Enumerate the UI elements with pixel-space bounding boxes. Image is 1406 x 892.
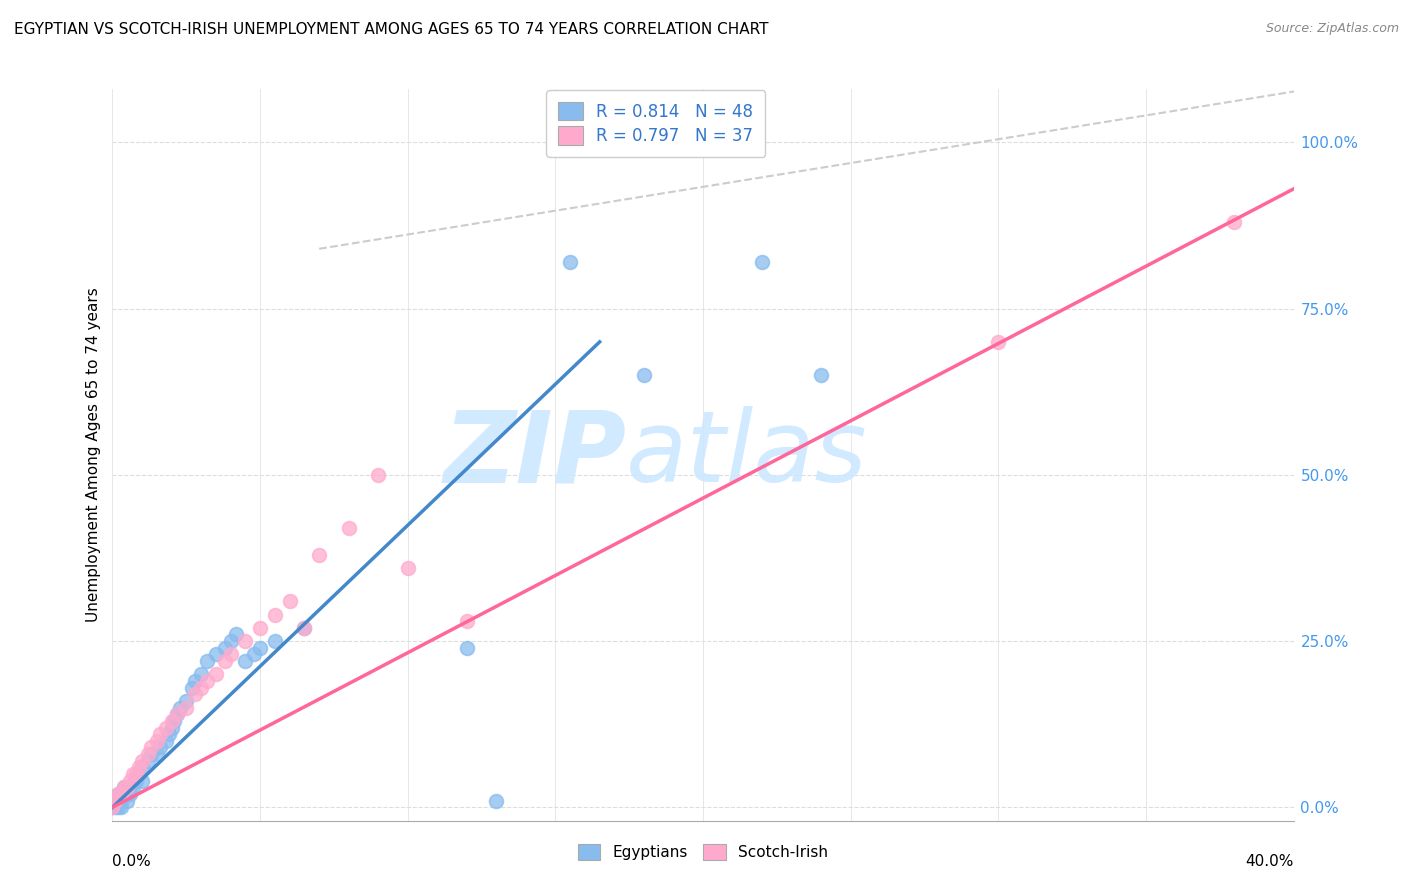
Point [101,800,124,814]
Point [149,740,172,755]
Point [117,787,138,801]
Point [112,780,135,795]
Point [195,654,218,668]
Point [122,767,145,781]
Text: 40.0%: 40.0% [1246,854,1294,869]
Point [249,621,271,635]
Point [139,747,162,761]
Point [125,767,148,781]
Point [233,634,256,648]
Point [233,654,256,668]
Point [219,634,242,648]
Point [558,255,582,269]
Point [139,740,162,755]
Point [184,673,207,688]
Point [396,561,419,575]
Point [120,773,142,788]
Point [136,754,159,768]
Point [249,640,271,655]
Point [205,648,228,662]
Point [174,694,197,708]
Point [104,794,127,808]
Point [292,621,315,635]
Point [107,787,129,801]
Point [181,681,204,695]
Point [104,800,127,814]
Point [110,787,132,801]
Point [174,700,197,714]
Point [190,667,212,681]
Y-axis label: Unemployment Among Ages 65 to 74 years: Unemployment Among Ages 65 to 74 years [86,287,101,623]
Point [149,727,172,741]
Point [225,627,247,641]
Point [987,334,1010,349]
Point [160,721,183,735]
Point [131,760,153,774]
Point [308,548,330,562]
Point [456,614,478,628]
Point [190,681,212,695]
Point [110,794,132,808]
Point [155,721,177,735]
Text: ZIP: ZIP [443,407,626,503]
Point [1223,215,1246,229]
Point [163,714,186,728]
Point [292,621,315,635]
Point [219,648,242,662]
Point [110,800,132,814]
Point [243,648,266,662]
Point [120,780,142,795]
Point [367,467,389,482]
Point [112,787,135,801]
Text: EGYPTIAN VS SCOTCH-IRISH UNEMPLOYMENT AMONG AGES 65 TO 74 YEARS CORRELATION CHAR: EGYPTIAN VS SCOTCH-IRISH UNEMPLOYMENT AM… [14,22,769,37]
Text: Source: ZipAtlas.com: Source: ZipAtlas.com [1265,22,1399,36]
Point [157,727,180,741]
Point [166,707,188,722]
Point [107,800,129,814]
Point [107,787,129,801]
Point [146,747,169,761]
Point [337,521,360,535]
Point [128,767,150,781]
Point [214,640,236,655]
Point [160,714,183,728]
Point [456,640,478,655]
Point [117,794,138,808]
Point [205,667,228,681]
Point [104,794,127,808]
Text: atlas: atlas [626,407,868,503]
Point [195,673,218,688]
Point [146,734,169,748]
Point [136,747,159,761]
Point [155,734,177,748]
Point [131,773,153,788]
Point [184,687,207,701]
Point [131,754,153,768]
Point [810,368,832,383]
Point [485,794,508,808]
Point [751,255,773,269]
Point [125,773,148,788]
Point [278,594,301,608]
Point [128,760,150,774]
Point [117,780,138,795]
Point [214,654,236,668]
Point [166,707,188,722]
Legend: Egyptians, Scotch-Irish: Egyptians, Scotch-Irish [569,836,837,868]
Point [122,780,145,795]
Point [112,780,135,795]
Point [101,800,124,814]
Point [264,634,287,648]
Point [169,700,191,714]
Point [633,368,655,383]
Point [264,607,287,622]
Text: 0.0%: 0.0% [112,854,152,869]
Point [120,787,142,801]
